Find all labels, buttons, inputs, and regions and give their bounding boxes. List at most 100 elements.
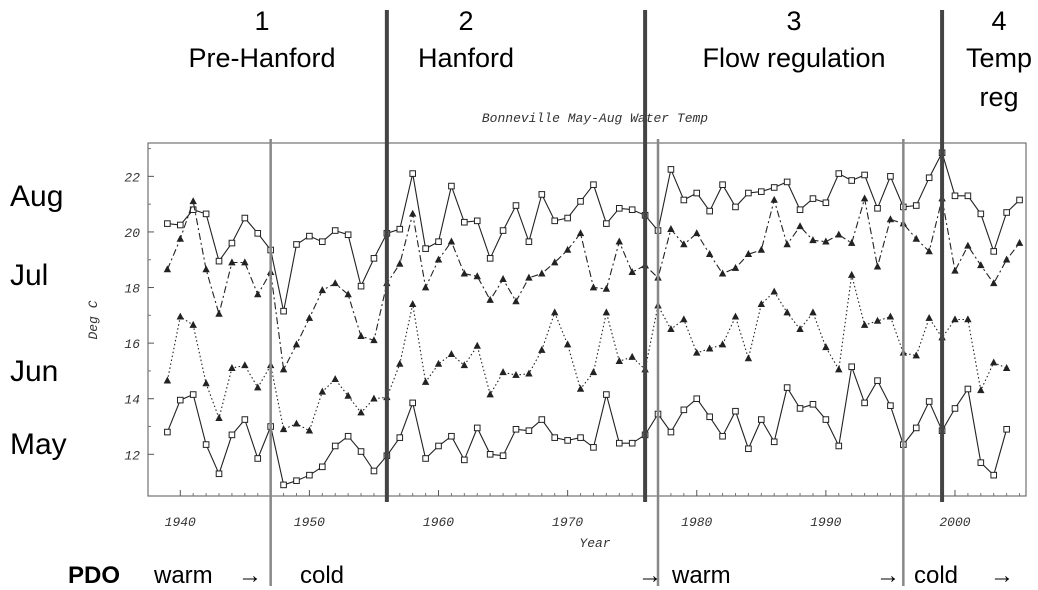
point-jul — [176, 234, 184, 242]
point-aug — [1016, 196, 1023, 204]
point-may — [512, 425, 520, 433]
point-may — [422, 455, 429, 462]
point-may — [409, 399, 416, 407]
point-jul — [525, 273, 533, 281]
point-aug — [977, 210, 985, 218]
y-tick-label-16: 16 — [124, 337, 140, 352]
point-aug — [964, 192, 972, 200]
point-jun — [357, 408, 365, 416]
point-aug — [693, 189, 701, 197]
point-jul — [1015, 238, 1024, 246]
point-may — [667, 428, 675, 436]
y-tick-label-18: 18 — [124, 282, 140, 297]
point-jul — [705, 250, 714, 257]
series-layer — [163, 149, 1024, 489]
point-aug — [331, 227, 339, 234]
point-jul — [602, 284, 611, 292]
point-jun — [305, 426, 314, 434]
point-jul — [757, 245, 766, 253]
point-jun — [977, 386, 985, 394]
point-jul — [783, 240, 791, 248]
point-jul — [809, 236, 817, 244]
point-may — [835, 442, 843, 450]
pdo-arrow-2: → — [638, 562, 662, 589]
point-aug — [990, 248, 998, 255]
point-may — [228, 431, 236, 439]
pdo-label-1: warm — [153, 562, 213, 589]
point-may — [758, 416, 765, 423]
point-may — [473, 424, 481, 432]
point-aug — [667, 166, 675, 173]
point-aug — [228, 239, 236, 247]
point-may — [319, 463, 326, 471]
boundary-layer — [269, 10, 945, 586]
point-jun — [525, 369, 533, 377]
point-aug — [396, 225, 404, 233]
point-jun — [344, 391, 352, 399]
point-aug — [486, 255, 494, 262]
point-may — [1003, 425, 1010, 433]
point-aug — [590, 181, 597, 188]
pdo-label-3: warm — [671, 562, 731, 589]
point-aug — [577, 198, 584, 205]
point-may — [499, 452, 507, 459]
point-may — [331, 442, 339, 450]
point-jul — [215, 309, 223, 317]
x-tick-label-1970: 1970 — [552, 515, 583, 530]
point-jun — [693, 348, 701, 356]
point-jul — [486, 295, 494, 303]
point-aug — [603, 220, 610, 227]
point-may — [719, 432, 726, 440]
plot-frame — [147, 142, 1027, 497]
point-may — [525, 427, 533, 434]
point-jul — [202, 265, 210, 273]
month-label-may: May — [10, 428, 67, 461]
point-jul — [370, 336, 378, 344]
era-4-name-line2: reg — [979, 82, 1018, 112]
point-jul — [770, 195, 778, 203]
point-aug — [215, 257, 223, 265]
point-jul — [589, 283, 598, 291]
point-jun — [705, 344, 714, 352]
point-may — [783, 384, 791, 391]
point-jul — [744, 250, 753, 257]
point-jul — [563, 245, 572, 253]
month-label-jul: Jul — [10, 259, 48, 292]
point-aug — [512, 202, 520, 209]
point-aug — [848, 177, 855, 184]
point-may — [977, 459, 985, 466]
point-jul — [318, 286, 327, 294]
point-may — [538, 416, 546, 423]
point-may — [461, 456, 468, 464]
point-may — [861, 399, 868, 407]
point-aug — [758, 188, 765, 195]
point-jul — [615, 237, 623, 245]
point-jun — [860, 320, 869, 328]
point-jun — [576, 384, 585, 392]
point-jun — [202, 379, 210, 387]
point-aug — [422, 245, 429, 252]
era-1-number: 1 — [254, 6, 269, 36]
point-aug — [706, 207, 713, 215]
point-jun — [718, 340, 727, 348]
x-tick-label-1950: 1950 — [294, 515, 325, 530]
point-aug — [615, 205, 623, 212]
point-jun — [318, 387, 327, 395]
point-jun — [434, 359, 443, 367]
x-tick-label-1990: 1990 — [810, 515, 841, 530]
point-aug — [680, 196, 688, 204]
point-jul — [718, 269, 727, 277]
y-axis-title: Deg C — [86, 300, 101, 339]
point-jul — [964, 241, 972, 249]
point-may — [280, 481, 287, 489]
point-jul — [460, 269, 469, 277]
point-aug — [835, 170, 843, 177]
point-jul — [241, 258, 249, 266]
point-aug — [344, 231, 352, 239]
point-jul — [628, 268, 636, 276]
x-tick-label-1940: 1940 — [165, 515, 196, 530]
point-may — [693, 395, 701, 403]
y-tick-label-14: 14 — [124, 393, 140, 408]
era-3-name: Flow regulation — [702, 43, 885, 73]
